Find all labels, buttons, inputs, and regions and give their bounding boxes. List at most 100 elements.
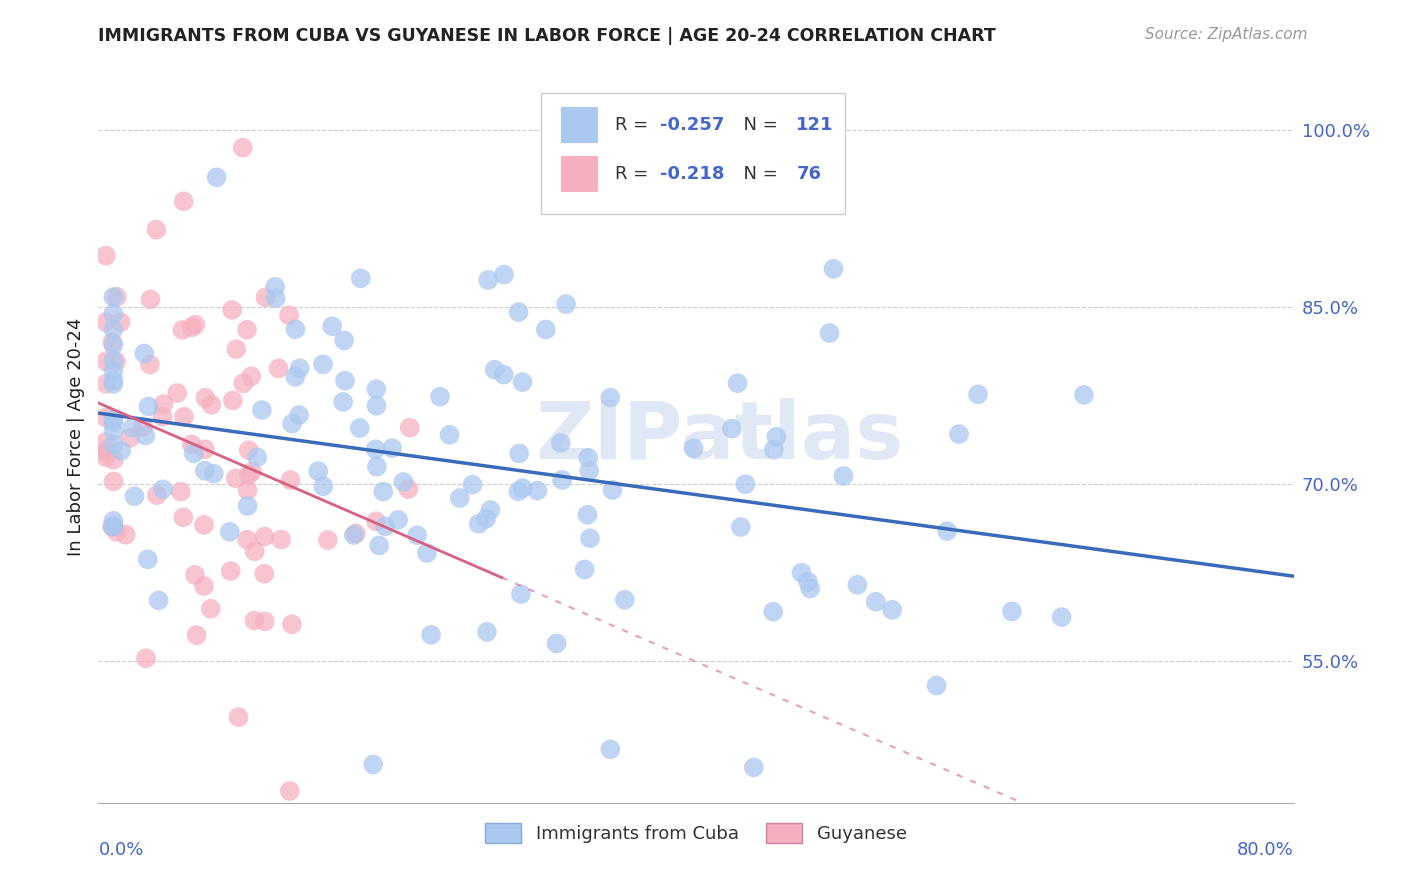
Point (173, 194, 195, 209)
Point (439, 428, 461, 442)
Point (225, 471, 247, 485)
Point (344, 526, 367, 541)
Point (103, 338, 125, 352)
Point (799, 582, 821, 596)
Point (332, 395, 354, 409)
Point (734, 477, 756, 491)
Text: 121: 121 (796, 116, 834, 134)
Point (218, 524, 240, 539)
Point (101, 335, 124, 350)
Point (512, 375, 534, 389)
Point (103, 353, 125, 368)
Bar (561, 156, 596, 191)
Point (205, 170, 228, 185)
Point (551, 473, 574, 487)
Point (202, 467, 225, 481)
Point (727, 376, 749, 391)
Point (613, 592, 636, 607)
Point (475, 624, 498, 639)
Point (103, 452, 125, 467)
Point (94, 443, 117, 458)
Text: IMMIGRANTS FROM CUBA VS GUYANESE IN LABOR FORCE | AGE 20-24 CORRELATION CHART: IMMIGRANTS FROM CUBA VS GUYANESE IN LABO… (98, 27, 997, 45)
Point (152, 397, 174, 411)
Point (368, 538, 391, 552)
Point (429, 390, 451, 404)
Point (576, 450, 599, 465)
Point (254, 290, 277, 304)
Point (135, 651, 157, 665)
Point (139, 293, 162, 307)
Point (236, 533, 259, 547)
Point (228, 710, 250, 724)
Text: R =: R = (614, 116, 654, 134)
Point (579, 531, 602, 545)
Point (730, 520, 752, 534)
Point (343, 528, 366, 542)
Point (103, 290, 125, 304)
Point (232, 376, 254, 391)
Point (225, 342, 247, 356)
Point (508, 305, 530, 319)
Point (281, 417, 304, 431)
Point (508, 484, 530, 499)
Point (449, 491, 471, 505)
Point (221, 302, 243, 317)
Point (172, 323, 194, 337)
Point (246, 450, 269, 465)
Text: 76: 76 (796, 165, 821, 183)
Text: -0.257: -0.257 (661, 116, 724, 134)
Point (364, 514, 387, 528)
Point (602, 483, 624, 497)
Point (494, 268, 516, 282)
Point (138, 400, 160, 414)
Point (103, 519, 125, 533)
Point (406, 528, 429, 542)
Point (846, 578, 869, 592)
Point (103, 424, 125, 438)
Point (316, 533, 339, 547)
Point (194, 464, 217, 478)
Point (350, 271, 373, 285)
Point (183, 446, 205, 460)
Point (396, 482, 419, 496)
Point (1050, 610, 1073, 624)
Point (534, 322, 557, 336)
Point (599, 742, 621, 756)
Point (1001, 604, 1024, 618)
Point (477, 273, 499, 287)
Point (94, 450, 117, 465)
Point (146, 488, 169, 502)
Point (243, 544, 266, 558)
Point (492, 368, 515, 382)
Point (526, 483, 548, 498)
Point (574, 562, 596, 576)
Point (512, 481, 534, 495)
Point (721, 422, 744, 436)
Point (882, 603, 904, 617)
Point (166, 386, 188, 401)
Point (186, 628, 208, 642)
Point (333, 334, 356, 348)
Point (509, 587, 531, 601)
Point (236, 499, 259, 513)
Point (236, 323, 259, 337)
Text: R =: R = (614, 165, 654, 183)
Point (333, 374, 356, 388)
Point (103, 307, 125, 321)
Point (366, 459, 388, 474)
Point (103, 519, 125, 533)
Point (243, 614, 266, 628)
Point (398, 421, 420, 435)
Point (184, 567, 207, 582)
Point (194, 442, 217, 457)
Point (284, 322, 307, 336)
Point (312, 479, 335, 493)
Point (184, 318, 207, 332)
Point (105, 354, 128, 368)
Point (114, 527, 136, 541)
Point (366, 382, 388, 396)
Point (236, 483, 259, 497)
Point (170, 484, 193, 499)
Text: -0.218: -0.218 (661, 165, 724, 183)
Point (284, 369, 307, 384)
